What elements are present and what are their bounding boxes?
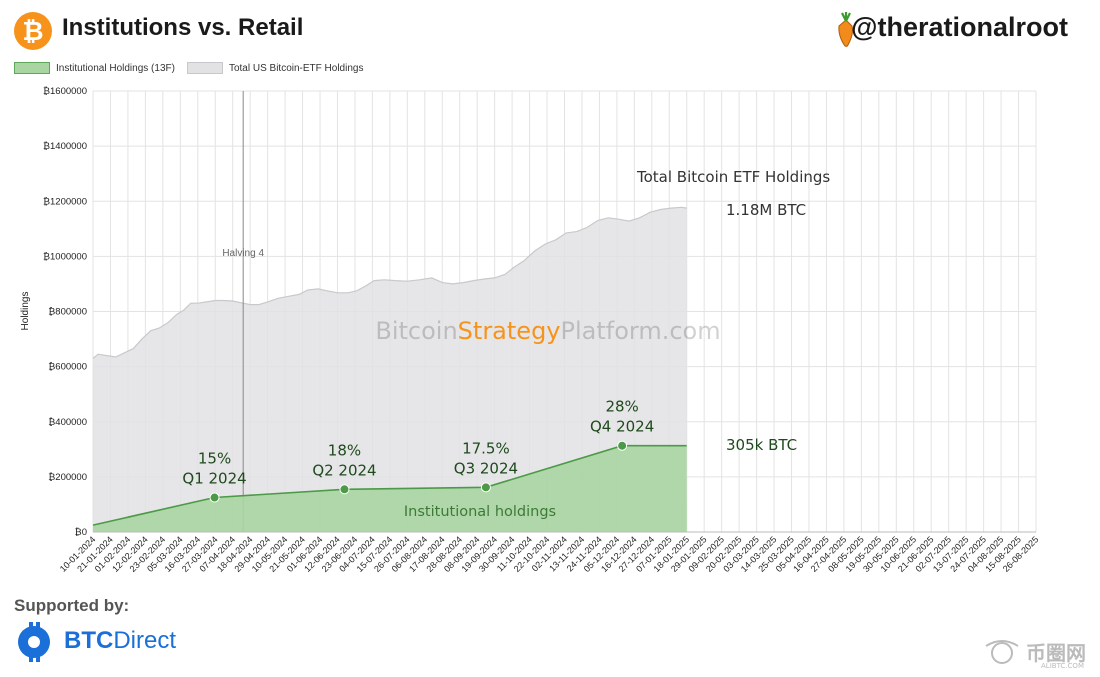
quarter-marker: [480, 482, 491, 493]
quarter-name-label: Q2 2024: [312, 461, 376, 479]
sponsor-name: BTCDirect: [64, 627, 176, 655]
chart-legend: Institutional Holdings (13F) Total US Bi…: [14, 62, 363, 74]
y-tick-label: ₿200000: [48, 472, 87, 483]
watermark-part: Bitcoin: [375, 317, 457, 345]
btcdirect-logo-icon: [18, 622, 50, 662]
y-tick-label: ₿1400000: [43, 141, 87, 152]
sponsor-name-bold: BTC: [64, 627, 114, 654]
institutional-holdings-line: [92, 444, 687, 526]
halving-label: Halving 4: [222, 248, 264, 259]
quarter-percentage-label: 18%: [328, 441, 361, 459]
institutional-value-annotation: 305k BTC: [726, 436, 797, 454]
author-handle[interactable]: @therationalroot: [851, 12, 1068, 42]
quarter-percentage-label: 28%: [605, 398, 638, 416]
y-tick-label: ₿600000: [48, 362, 87, 373]
legend-label-institutional[interactable]: Institutional Holdings (13F): [56, 62, 175, 74]
quarter-marker: [339, 484, 350, 495]
quarter-name-label: Q4 2024: [590, 418, 654, 436]
watermark-logo: 币圈网 ALIBTC.COM: [984, 636, 1086, 670]
carrot-icon: [838, 12, 853, 47]
y-tick-label: ₿1600000: [43, 86, 87, 97]
bitcoin-logo-icon: ₿: [14, 12, 52, 50]
supported-by-label: Supported by:: [14, 596, 130, 615]
watermark-url-text: ALIBTC.COM: [1041, 662, 1084, 670]
watermark-cn-text: 币圈网: [1026, 640, 1086, 665]
y-tick-label: ₿0: [75, 527, 87, 538]
y-tick-label: ₿400000: [48, 417, 87, 428]
watermark-part: Platform.com: [561, 317, 721, 345]
quarter-percentage-label: 15%: [198, 450, 231, 468]
legend-label-etf[interactable]: Total US Bitcoin-ETF Holdings: [228, 62, 364, 74]
etf-title-annotation: Total Bitcoin ETF Holdings: [636, 168, 830, 186]
holdings-chart: ₿0 ₿200000 ₿400000 ₿600000 ₿800000 ₿1000000 ₿1…: [20, 86, 1040, 574]
page-title: Institutions vs. Retail: [62, 14, 304, 41]
watermark-coin-icon: [985, 640, 1019, 664]
quarter-percentage-label: 17.5%: [462, 439, 510, 457]
institutional-area-label: Institutional holdings: [404, 504, 556, 520]
etf-value-annotation: 1.18M BTC: [726, 201, 806, 219]
etf-holdings-area: [93, 207, 687, 533]
sponsor-logo[interactable]: BTCDirect: [16, 620, 176, 662]
y-tick-label: ₿1000000: [43, 251, 87, 262]
sponsor-name-rest: Direct: [113, 627, 176, 654]
quarter-marker: [617, 440, 628, 451]
y-axis-label: Holdings: [20, 292, 31, 331]
quarter-name-label: Q1 2024: [182, 470, 246, 488]
legend-swatch-etf[interactable]: [186, 62, 223, 74]
legend-swatch-institutional[interactable]: [14, 62, 50, 74]
quarter-name-label: Q3 2024: [454, 459, 518, 477]
y-tick-label: ₿800000: [48, 307, 87, 318]
y-tick-label: ₿1200000: [43, 196, 87, 207]
watermark-part: Strategy: [458, 317, 561, 345]
quarter-marker: [209, 492, 220, 503]
site-watermark: BitcoinStrategyPlatform.com: [375, 317, 720, 345]
etf-holdings-line: [92, 206, 687, 359]
